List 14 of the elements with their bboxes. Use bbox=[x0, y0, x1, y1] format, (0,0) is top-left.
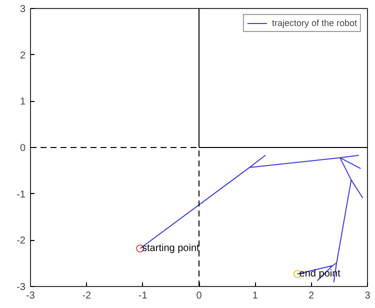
x-tick-label: -2 bbox=[82, 290, 92, 302]
legend-label: trajectory of the robot bbox=[272, 18, 357, 28]
y-tick-label: 0 bbox=[20, 143, 26, 154]
y-tick-label: -3 bbox=[16, 282, 26, 293]
x-tick-label: 0 bbox=[196, 290, 202, 302]
y-tick-label: -1 bbox=[16, 189, 26, 200]
y-tick-label: -2 bbox=[16, 236, 26, 247]
x-tick-label: 1 bbox=[252, 290, 258, 302]
x-tick-label: -1 bbox=[138, 290, 148, 302]
x-tick-label: 2 bbox=[308, 290, 315, 302]
x-tick-label: 3 bbox=[364, 290, 371, 302]
y-tick-label: 1 bbox=[20, 96, 26, 108]
y-tick-label: 3 bbox=[20, 4, 26, 15]
y-tick-label: 2 bbox=[20, 50, 26, 62]
